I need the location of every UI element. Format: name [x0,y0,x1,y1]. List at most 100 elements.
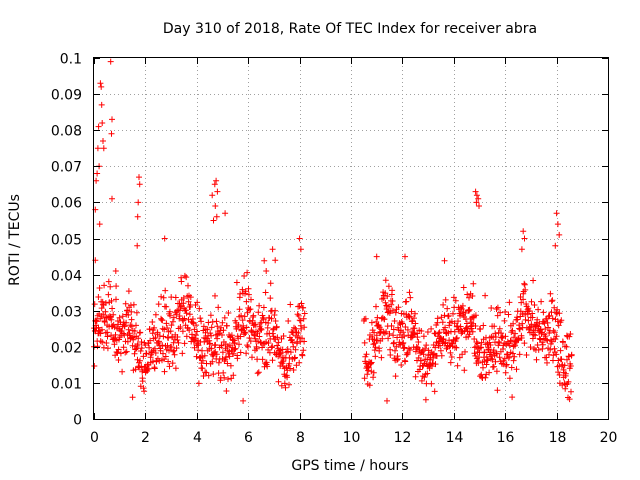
data-point [521,280,528,287]
data-point [113,296,119,303]
data-point [146,344,153,351]
data-point [160,294,167,301]
data-point [469,328,476,335]
data-point [464,320,470,327]
data-point [131,350,138,357]
data-point [520,296,527,303]
data-point [223,388,230,394]
data-point [510,357,517,364]
data-point [512,330,519,337]
data-point [521,340,528,347]
data-point [214,323,221,330]
data-point [95,294,102,300]
data-point [133,322,139,329]
data-point [146,326,153,333]
data-point [272,257,279,264]
data-point [151,324,158,331]
data-point [299,335,305,342]
data-point [411,325,418,332]
data-point [93,317,100,324]
data-point [113,283,120,290]
data-point [280,358,287,365]
data-point [210,371,217,378]
data-point [219,349,226,356]
data-point [552,242,559,249]
data-point [445,312,452,319]
data-point [268,315,275,322]
data-point [400,345,407,352]
data-point [256,302,263,309]
data-point [530,331,537,338]
data-point [403,298,410,305]
data-point [292,325,299,332]
data-point [502,309,509,315]
data-point [107,283,114,290]
data-point [481,349,488,356]
data-point [134,213,141,220]
data-point [382,299,389,306]
data-point [114,349,121,356]
data-point [563,343,570,350]
data-point [265,320,272,326]
data-point [152,334,159,341]
data-point [420,351,427,358]
data-point [125,312,132,318]
data-point [162,353,169,360]
data-point [187,294,194,301]
data-point [156,342,163,349]
data-point [134,341,141,348]
data-point [102,300,109,306]
data-point [550,327,557,334]
y-tick-label: 0.07 [51,160,82,176]
data-point [100,145,107,152]
data-point [193,353,200,360]
data-point [558,317,565,324]
data-point [550,352,557,359]
y-tick-labels: 0 0.01 0.02 0.03 0.04 0.05 0.06 0.07 0.08 0.09 0.1 [51,52,82,429]
data-point [230,350,237,357]
data-point [147,337,154,344]
data-point [475,360,482,366]
x-tick-label: 0 [90,430,99,446]
data-point [99,326,105,333]
data-point [210,217,217,224]
data-point [450,310,456,317]
data-point [287,349,294,356]
data-point [483,361,490,368]
data-point [135,199,142,206]
data-point [274,334,281,341]
data-point [520,228,527,235]
data-point [185,282,191,289]
data-point [497,309,504,316]
data-point [194,328,200,335]
data-point [136,174,142,181]
data-point [200,373,207,379]
data-point [163,320,170,327]
data-point [171,351,178,358]
data-point [300,315,307,322]
data-point [567,363,574,369]
data-point [521,281,528,288]
data-point [390,340,397,347]
data-point [143,350,150,357]
data-point [538,298,545,305]
data-point [367,360,374,367]
data-point [130,301,137,308]
data-point [281,380,288,387]
data-point [122,349,129,356]
data-point [214,188,221,195]
data-point [241,273,248,279]
data-point [272,307,279,314]
data-point [284,374,291,381]
data-point [232,345,239,352]
x-tick-label: 6 [244,430,253,446]
data-point [172,365,179,372]
data-point [439,319,446,326]
data-point [208,345,215,352]
data-point [471,350,478,357]
data-point [194,299,201,306]
data-point [477,326,484,333]
data-point [392,309,399,316]
data-point [381,330,388,337]
data-point [193,322,200,329]
